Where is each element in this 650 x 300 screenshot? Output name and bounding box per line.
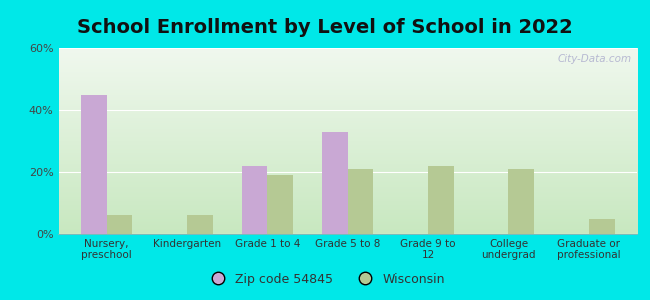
Bar — [267, 175, 293, 234]
Bar — [242, 166, 267, 234]
Bar — [508, 169, 534, 234]
Legend: Zip code 54845, Wisconsin: Zip code 54845, Wisconsin — [200, 268, 450, 291]
Bar — [348, 169, 374, 234]
Bar — [428, 166, 454, 234]
Bar — [322, 132, 348, 234]
Bar — [589, 218, 614, 234]
Text: City-Data.com: City-Data.com — [557, 54, 631, 64]
Text: School Enrollment by Level of School in 2022: School Enrollment by Level of School in … — [77, 18, 573, 37]
Bar — [187, 215, 213, 234]
Bar — [107, 215, 133, 234]
Bar — [81, 94, 107, 234]
